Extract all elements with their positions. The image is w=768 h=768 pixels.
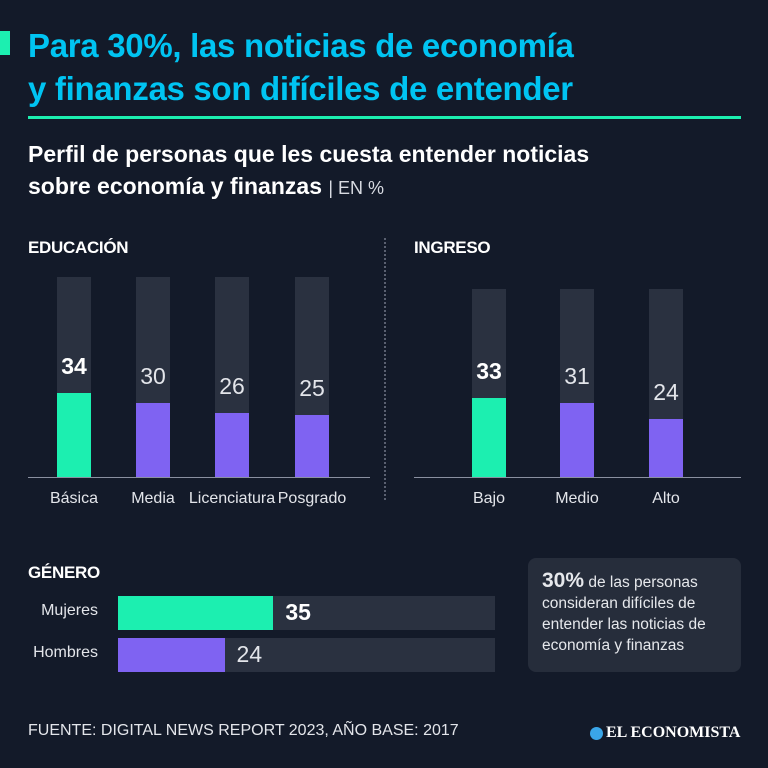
category-label: Media	[131, 490, 175, 507]
bar	[472, 397, 506, 477]
subtitle-line-2: sobre economía y finanzas	[28, 173, 322, 199]
title-line-2: y finanzas son difíciles de entender	[28, 70, 573, 107]
bar	[649, 419, 683, 477]
category-label: Medio	[555, 490, 599, 507]
bar-track	[560, 289, 594, 477]
bar	[560, 402, 594, 477]
source-note: FUENTE: DIGITAL NEWS REPORT 2023, AÑO BA…	[28, 722, 459, 739]
data-label: 35	[285, 599, 311, 625]
bar-track	[57, 277, 91, 477]
category-label: Bajo	[472, 490, 506, 507]
category-label: Posgrado	[277, 490, 347, 507]
callout-text: de las personas consideran difíciles de …	[542, 574, 706, 654]
bar-track	[472, 289, 506, 477]
data-label: 25	[299, 375, 325, 402]
data-label: 30	[140, 362, 166, 389]
page-title: Para 30%, las noticias de economía y fin…	[28, 24, 574, 110]
bar-track	[295, 277, 329, 477]
bar	[136, 402, 170, 477]
gender-heading: GÉNERO	[28, 563, 100, 582]
data-label: 26	[219, 372, 245, 399]
title-rule	[28, 116, 741, 119]
callout-figure: 30%	[542, 569, 585, 592]
title-line-1: Para 30%, las noticias de economía	[28, 27, 574, 64]
bar-track	[215, 277, 249, 477]
category-label: Hombres	[33, 644, 98, 661]
data-label: 33	[476, 357, 502, 384]
title-accent	[0, 31, 10, 55]
data-label: 24	[653, 379, 679, 406]
bar	[295, 415, 329, 477]
logo-globe-icon	[590, 726, 603, 740]
section-divider	[384, 238, 386, 500]
bar	[57, 393, 91, 477]
category-label: Licenciatura	[188, 490, 276, 507]
subtitle: Perfil de personas que les cuesta entend…	[28, 138, 589, 204]
unit-label: | EN %	[328, 178, 385, 198]
category-label: Mujeres	[41, 602, 98, 619]
baseline	[28, 477, 370, 478]
logo: EL ECONOMISTA	[590, 724, 740, 742]
category-label: Básica	[49, 490, 99, 507]
bar-track	[118, 638, 495, 672]
bar-track	[649, 289, 683, 477]
data-label: 24	[236, 641, 263, 667]
callout-box: 30% de las personas consideran difíciles…	[528, 558, 741, 672]
baseline	[414, 477, 741, 478]
logo-text: EL ECONOMISTA	[606, 724, 741, 741]
data-label: 34	[61, 353, 87, 380]
bar	[118, 638, 225, 672]
income-heading: INGRESO	[414, 238, 491, 257]
education-heading: EDUCACIÓN	[28, 238, 129, 257]
data-label: 31	[564, 362, 590, 389]
bar	[118, 596, 274, 630]
bar	[215, 412, 249, 477]
bar-track	[118, 596, 495, 630]
subtitle-line-1: Perfil de personas que les cuesta entend…	[28, 141, 590, 167]
bar-track	[136, 277, 170, 477]
category-label: Alto	[652, 490, 680, 507]
